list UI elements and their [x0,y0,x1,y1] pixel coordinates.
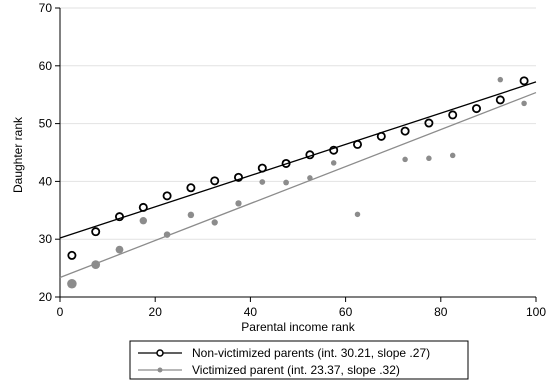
point-victimized [187,211,195,219]
point-victimized [330,160,337,166]
data-points [67,76,529,289]
point-victimized [426,155,432,162]
legend-entry-victimized: Victimized parent (int. 23.37, slope .32… [138,363,400,377]
legend-marker-non-victimized [156,349,164,357]
point-victimized [91,260,101,269]
point-victimized [402,156,408,163]
legend-marker-victimized [157,367,163,373]
y-tick-label: 20 [39,290,53,304]
point-victimized [259,179,266,185]
point-non-victimized [186,183,196,193]
point-non-victimized [495,95,505,105]
fit-lines [59,81,537,279]
fit-line-non-victimized [59,81,537,239]
legend-label-non-victimized: Non-victimized parents (int. 30.21, slop… [192,346,430,360]
y-tick-label: 30 [39,232,53,246]
y-tick-label: 70 [39,1,53,15]
point-non-victimized [138,202,148,212]
point-victimized [497,76,504,83]
point-non-victimized [471,104,481,114]
point-non-victimized [400,126,410,136]
point-victimized [139,217,147,225]
point-victimized [521,100,527,107]
legend-label-victimized: Victimized parent (int. 23.37, slope .32… [192,363,400,377]
point-victimized [115,245,124,254]
point-non-victimized [162,191,172,201]
y-axis-title: Daughter rank [11,116,25,193]
y-tick-label: 60 [39,59,53,73]
x-tick-label: 100 [526,305,546,319]
y-grid [60,7,536,240]
point-non-victimized [448,110,458,120]
point-non-victimized [67,250,77,260]
point-victimized [307,175,313,181]
point-non-victimized [257,163,267,173]
x-tick-label: 60 [339,305,353,319]
y-axis: 20 30 40 50 60 70 [39,1,61,304]
x-axis-title: Parental income rank [241,320,355,334]
x-tick-label: 40 [244,305,258,319]
point-victimized [67,278,77,289]
x-tick-label: 80 [434,305,448,319]
legend: Non-victimized parents (int. 30.21, slop… [129,340,469,380]
point-non-victimized [91,227,101,237]
point-non-victimized [281,158,291,168]
point-non-victimized [210,176,220,186]
point-non-victimized [424,118,434,128]
legend-box [129,340,469,380]
legend-entry-non-victimized: Non-victimized parents (int. 30.21, slop… [138,346,430,360]
point-victimized [283,179,289,186]
point-victimized [211,219,218,226]
point-victimized [163,231,171,238]
y-tick-label: 50 [39,117,53,131]
point-victimized [449,152,456,159]
x-tick-label: 0 [57,305,64,319]
point-non-victimized [115,212,125,222]
y-tick-label: 40 [39,174,53,188]
point-non-victimized [352,139,362,149]
point-victimized [235,200,242,207]
point-non-victimized [376,131,386,141]
x-axis: 0 20 40 60 80 100 [57,296,546,319]
point-victimized [354,211,361,218]
point-non-victimized [233,172,243,182]
x-tick-label: 20 [149,305,163,319]
point-non-victimized [329,145,339,155]
point-non-victimized [519,76,529,86]
fit-line-victimized [59,91,537,279]
point-non-victimized [305,150,315,160]
